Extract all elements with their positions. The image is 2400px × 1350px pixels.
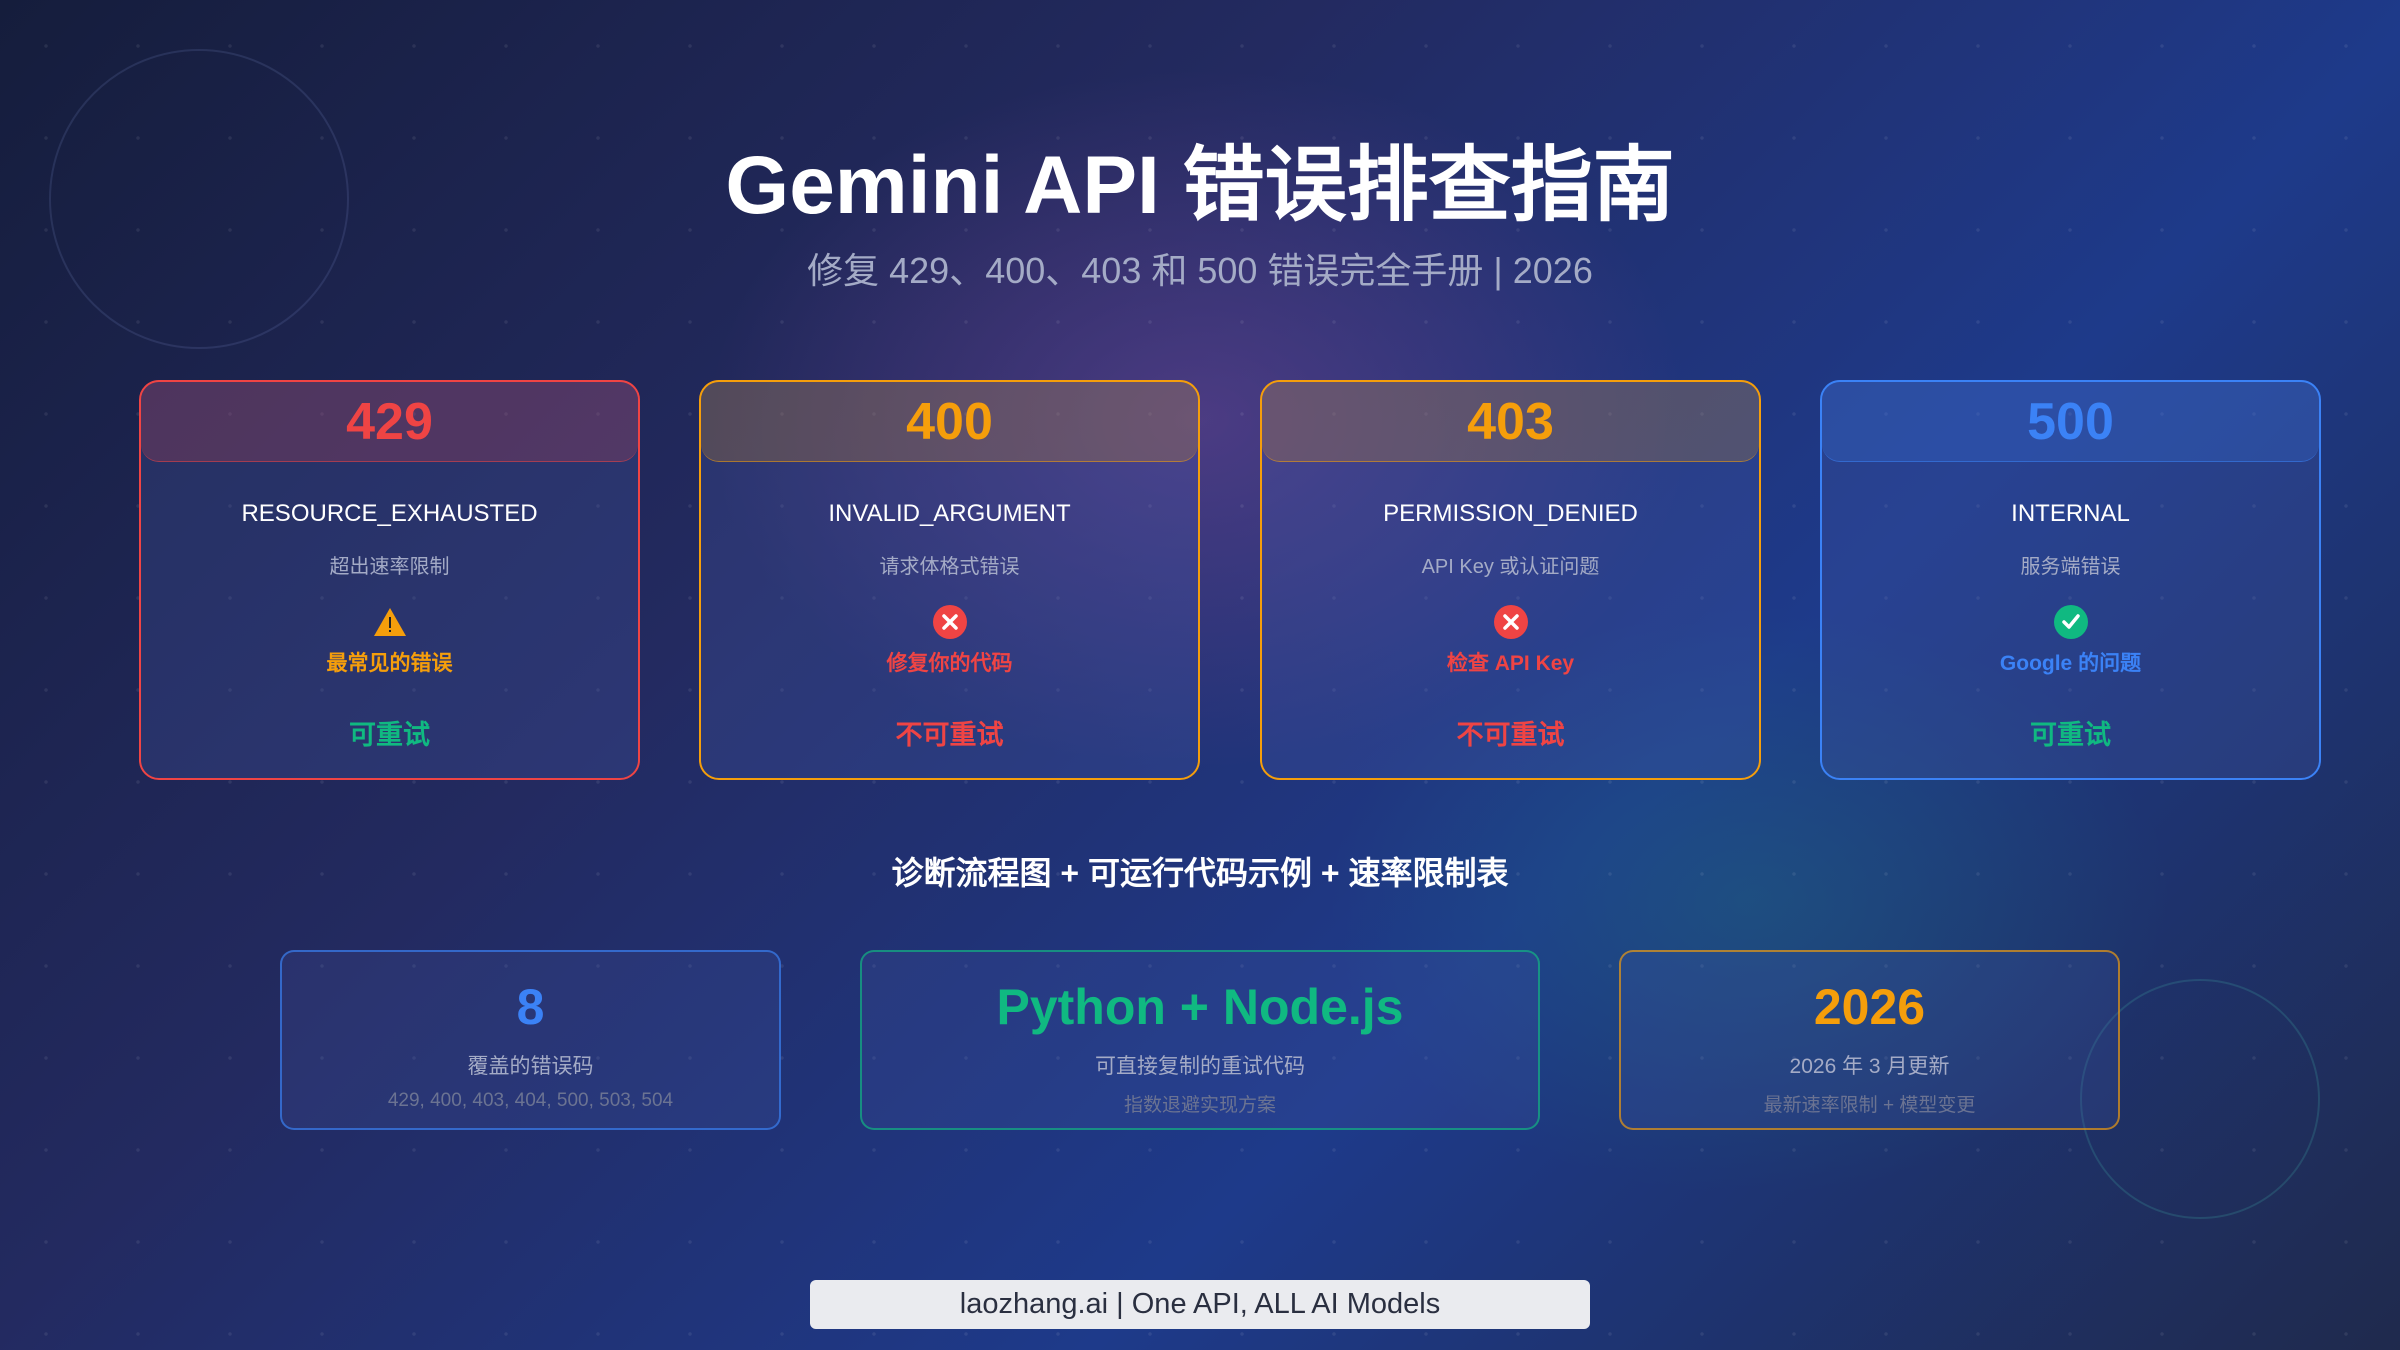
page-subtitle: 修复 429、400、403 和 500 错误完全手册 | 2026	[807, 250, 1593, 291]
error-card-403: 403 PERMISSION_DENIED API Key 或认证问题 检查 A…	[1260, 380, 1761, 780]
error-status-name: INTERNAL	[2011, 500, 2130, 527]
check-icon	[2053, 605, 2088, 639]
error-hint: 修复你的代码	[886, 652, 1013, 675]
retry-status: 不可重试	[1456, 720, 1565, 750]
stat-detail: 指数退避实现方案	[1123, 1095, 1276, 1116]
stat-card: 2026 2026 年 3 月更新 最新速率限制 + 模型变更	[1619, 950, 2120, 1130]
error-hint: 检查 API Key	[1446, 652, 1575, 675]
stat-label: 覆盖的错误码	[467, 1055, 594, 1078]
error-status-name: PERMISSION_DENIED	[1383, 500, 1638, 527]
stat-value: 2026	[1813, 979, 1926, 1035]
warning-icon	[373, 605, 407, 639]
error-description: 服务端错误	[2020, 556, 2121, 578]
stat-label: 可直接复制的重试代码	[1095, 1055, 1305, 1078]
error-hint: Google 的问题	[1999, 652, 2142, 675]
page-title: Gemini API 错误排查指南	[725, 140, 1675, 231]
retry-status: 可重试	[349, 720, 430, 750]
error-card-429: 429 RESOURCE_EXHAUSTED 超出速率限制 最常见的错误 可重试	[139, 380, 640, 780]
error-code: 400	[701, 382, 1198, 462]
decorative-circle	[2080, 979, 2320, 1219]
error-code: 429	[141, 382, 638, 462]
stat-value: 8	[516, 979, 545, 1035]
retry-status: 不可重试	[895, 720, 1004, 750]
error-hint: 最常见的错误	[326, 652, 453, 675]
error-code: 500	[1822, 382, 2319, 462]
error-card-500: 500 INTERNAL 服务端错误 Google 的问题 可重试	[1820, 380, 2321, 780]
decorative-circle	[49, 49, 349, 349]
stat-detail: 最新速率限制 + 模型变更	[1763, 1095, 1976, 1116]
stat-value: Python + Node.js	[996, 979, 1404, 1035]
error-card-400: 400 INVALID_ARGUMENT 请求体格式错误 修复你的代码 不可重试	[699, 380, 1200, 780]
error-status-name: INVALID_ARGUMENT	[828, 500, 1071, 527]
stat-card: Python + Node.js 可直接复制的重试代码 指数退避实现方案	[860, 950, 1540, 1130]
footer-banner: laozhang.ai | One API, ALL AI Models	[810, 1280, 1590, 1329]
error-description: API Key 或认证问题	[1421, 556, 1600, 578]
stat-label: 2026 年 3 月更新	[1789, 1055, 1950, 1078]
retry-status: 可重试	[2030, 720, 2111, 750]
error-status-name: RESOURCE_EXHAUSTED	[241, 500, 538, 527]
error-x-icon	[1493, 605, 1528, 639]
stat-detail: 429, 400, 403, 404, 500, 503, 504	[387, 1090, 674, 1111]
tagline: 诊断流程图 + 可运行代码示例 + 速率限制表	[891, 855, 1509, 891]
error-x-icon	[932, 605, 967, 639]
error-code: 403	[1262, 382, 1759, 462]
stat-card: 8 覆盖的错误码 429, 400, 403, 404, 500, 503, 5…	[280, 950, 781, 1130]
error-description: 超出速率限制	[329, 556, 450, 578]
error-description: 请求体格式错误	[879, 556, 1020, 578]
